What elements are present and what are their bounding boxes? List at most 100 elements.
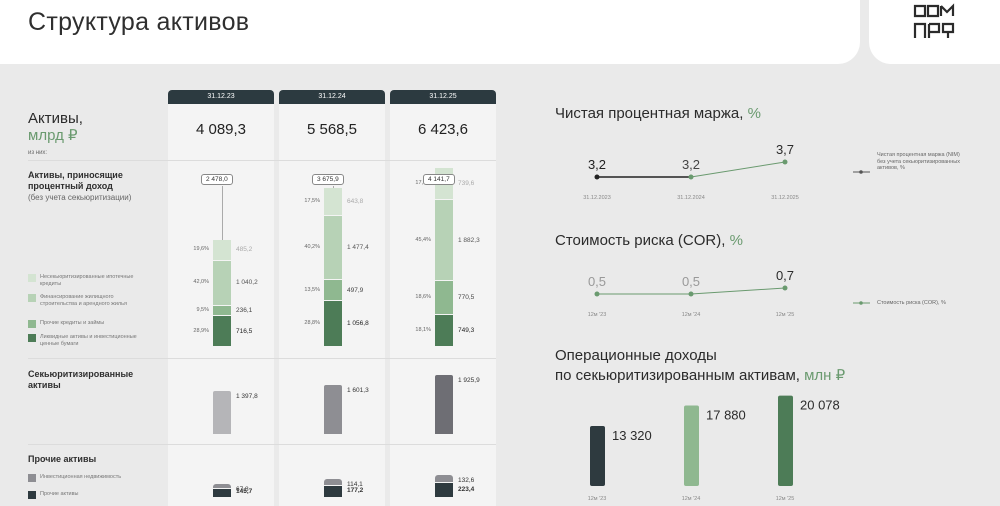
stack-segment <box>324 301 342 346</box>
segment-percent-label: 9,5% <box>196 306 209 313</box>
legend-item: Ликвидные активы и инвестиционные ценные… <box>28 334 148 347</box>
segment-value-label: 643,8 <box>347 198 364 206</box>
segment-value-label: 1 882,3 <box>458 236 480 244</box>
x-tick-label: 31.12.2024 <box>677 195 705 201</box>
bar <box>778 395 793 486</box>
data-point <box>782 285 788 291</box>
other-value-label: 145,7 <box>236 488 253 496</box>
data-label: 3,2 <box>682 157 700 172</box>
legend-item: Несекьюритизированные ипотечные кредиты <box>28 274 148 287</box>
total-2023: 4 089,3 <box>195 121 247 138</box>
data-label: 0,7 <box>776 268 794 283</box>
data-point <box>594 174 600 180</box>
legend-item: Финансирование жилищного строительства и… <box>28 294 148 307</box>
other-value-label: 114,1 <box>347 481 363 489</box>
total-pill: 4 141,7 <box>423 174 455 185</box>
x-tick-label: 12м '23 <box>588 496 607 502</box>
stack-segment <box>213 305 231 316</box>
segment-value-label: 716,5 <box>236 327 253 335</box>
segment-value-label: 1 040,2 <box>236 279 258 287</box>
legend-item: Прочие активы <box>28 491 148 499</box>
segment-value-label: 1 056,8 <box>347 320 369 328</box>
stack-segment <box>435 314 453 346</box>
x-tick-label: 31.12.2025 <box>771 195 799 201</box>
other-segment <box>324 486 342 497</box>
legend-dot-marker <box>859 170 863 174</box>
stack-segment <box>324 216 342 279</box>
bar <box>684 405 699 486</box>
column-bg-2023 <box>168 104 274 506</box>
segment-percent-label: 17,5% <box>304 198 320 205</box>
segment-value-label: 770,5 <box>458 293 475 301</box>
securitized-bar <box>435 375 453 434</box>
segment-percent-label: 42,0% <box>193 279 209 286</box>
segment-value-label: 749,3 <box>458 326 475 334</box>
segment-value-label: 739,6 <box>458 180 475 188</box>
securitized-value-label: 1 397,8 <box>236 393 258 401</box>
segment-percent-label: 28,8% <box>304 320 320 327</box>
data-label: 0,5 <box>682 274 700 289</box>
x-tick-label: 12м '25 <box>776 312 795 318</box>
stack-segment <box>213 239 231 260</box>
pill-connector <box>222 186 223 240</box>
bar-value-label: 17 880 <box>706 408 746 423</box>
segment-percent-label: 13,5% <box>304 286 320 293</box>
other-value-label: 223,4 <box>458 485 475 493</box>
segment-percent-label: 45,4% <box>415 236 431 243</box>
nim-legend: Чистая процентная маржа (NIM) без учета … <box>877 152 960 171</box>
bar-value-label: 20 078 <box>800 398 840 413</box>
stack-segment <box>213 260 231 305</box>
pill-connector <box>333 186 334 189</box>
data-point <box>782 159 788 165</box>
segment-percent-label: 18,1% <box>415 326 431 333</box>
data-label: 3,2 <box>588 157 606 172</box>
other-value-label: 67,8 <box>236 486 249 494</box>
other-segment <box>435 474 453 483</box>
segment-percent-label: 40,2% <box>304 243 320 250</box>
data-point <box>688 174 694 180</box>
data-point <box>688 291 694 297</box>
segment-value-label: 1 477,4 <box>347 243 369 251</box>
header-bar <box>0 0 860 64</box>
logo-icon <box>913 3 955 38</box>
other-segment <box>324 479 342 486</box>
opinc-title: по секьюритизированным активам, млн ₽ <box>555 367 846 384</box>
stack-segment <box>435 281 453 314</box>
stack-segment <box>435 200 453 281</box>
data-point <box>594 291 600 297</box>
line-segment <box>690 287 786 295</box>
cor-legend: Стоимость риска (COR), % <box>877 300 946 306</box>
bar <box>590 426 605 486</box>
legend-dot-marker <box>859 301 863 305</box>
legend-item: Прочие кредиты и займы <box>28 320 148 328</box>
segment-percent-label: 18,6% <box>415 293 431 300</box>
nim-title: Чистая процентная маржа, % <box>555 105 761 122</box>
x-tick-label: 12м '24 <box>682 312 701 318</box>
legend-item: Инвестиционная недвижимость <box>28 474 148 482</box>
segment-value-label: 236,1 <box>236 306 253 314</box>
bar-value-label: 13 320 <box>612 428 652 443</box>
securitized-value-label: 1 925,9 <box>458 377 480 385</box>
total-2024: 5 568,5 <box>306 121 358 138</box>
stack-segment <box>213 316 231 346</box>
line-segment <box>690 161 786 178</box>
other-value-label: 177,2 <box>347 487 364 495</box>
page-title: Структура активов <box>28 8 250 36</box>
period-header: 31.12.23 <box>168 90 274 104</box>
period-header: 31.12.24 <box>279 90 385 104</box>
total-2025: 6 423,6 <box>417 121 469 138</box>
assets-note: из них: <box>28 150 48 156</box>
other-value-label: 132,6 <box>458 476 475 484</box>
data-label: 0,5 <box>588 274 606 289</box>
securitized-label: Секьюритизированные <box>28 369 134 379</box>
x-tick-label: 31.12.2023 <box>583 195 611 201</box>
interest-label: Активы, приносящие <box>28 170 123 180</box>
stack-segment <box>324 188 342 215</box>
row-separator <box>28 358 496 359</box>
row-separator <box>28 160 496 161</box>
assets-title: Активы, <box>28 110 83 127</box>
securitized-bar <box>213 391 231 434</box>
total-pill: 2 478,0 <box>201 174 233 185</box>
cor-title: Стоимость риска (COR), % <box>555 232 743 249</box>
